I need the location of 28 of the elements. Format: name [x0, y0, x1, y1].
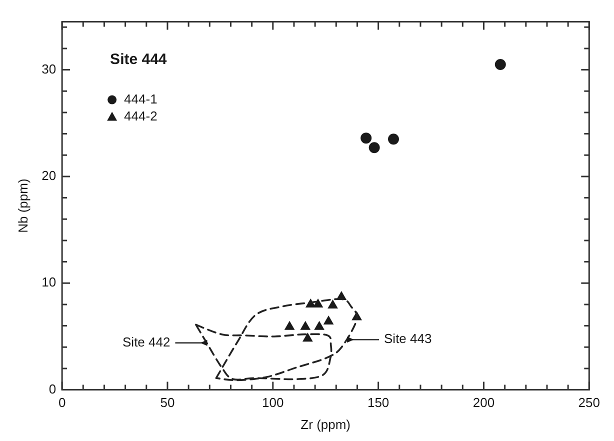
- text: Site 444: [110, 50, 168, 68]
- point: [388, 134, 399, 145]
- x-axis-title: Zr (ppm): [300, 416, 351, 432]
- annotation: Site 443: [384, 331, 432, 346]
- point: [360, 132, 372, 144]
- x-tick-label: 50: [160, 395, 175, 410]
- point: [300, 321, 310, 330]
- point: [313, 298, 323, 308]
- y-tick-label: 20: [42, 168, 56, 184]
- x-tick-label: 150: [367, 395, 390, 410]
- point: [284, 321, 294, 330]
- y-tick-label: 10: [42, 274, 56, 290]
- y-tick-label: 30: [42, 61, 56, 76]
- y-axis-title: Nb (ppm): [15, 178, 30, 233]
- legend-label: 444-2: [124, 108, 158, 124]
- x-tick-label: 250: [578, 395, 600, 410]
- y-tick-label: 0: [48, 381, 56, 396]
- x-tick-label: 100: [262, 395, 284, 410]
- annotation: Site 442: [122, 334, 170, 350]
- legend-label: 444-1: [124, 91, 158, 106]
- x-tick-label: 0: [58, 395, 66, 410]
- x-tick-label: 200: [472, 395, 495, 410]
- point: [494, 58, 506, 70]
- point: [324, 316, 334, 325]
- point: [368, 142, 380, 154]
- point: [314, 321, 324, 330]
- point: [328, 300, 338, 309]
- point: [302, 333, 313, 342]
